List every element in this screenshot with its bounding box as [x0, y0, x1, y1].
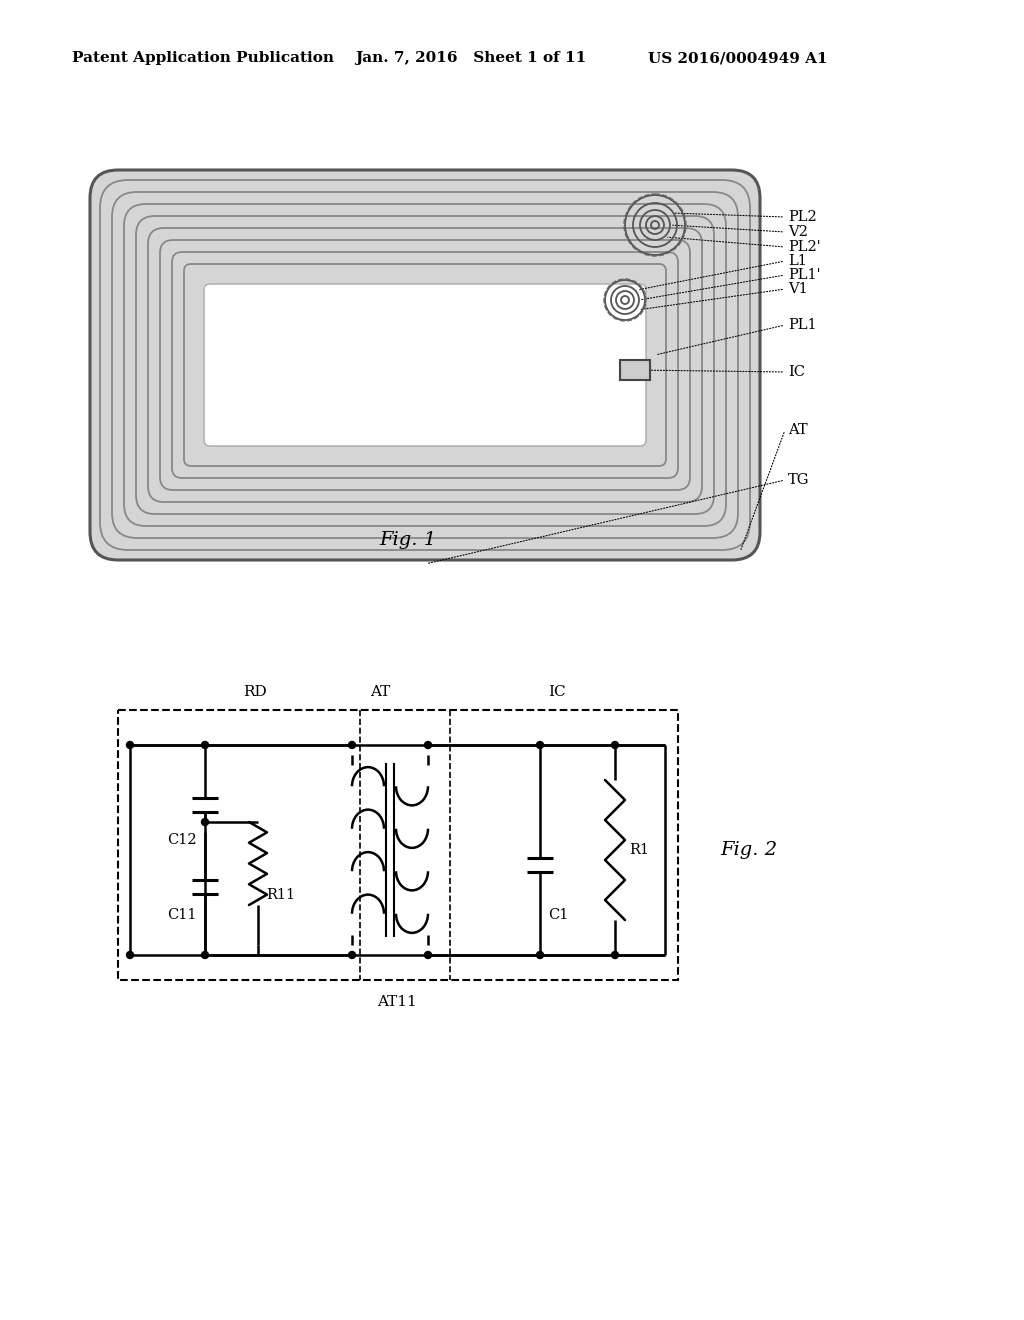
Text: V2: V2 [788, 224, 808, 239]
Circle shape [425, 742, 431, 748]
Text: TG: TG [788, 473, 810, 487]
Text: PL1': PL1' [788, 268, 820, 282]
Circle shape [202, 742, 209, 748]
Text: C11: C11 [167, 908, 197, 921]
Text: AT: AT [370, 685, 390, 700]
Circle shape [127, 952, 133, 958]
Circle shape [425, 952, 431, 958]
Text: R11: R11 [266, 888, 295, 902]
Text: C1: C1 [548, 908, 568, 921]
Text: R1: R1 [629, 843, 649, 857]
Text: IC: IC [548, 685, 566, 700]
FancyBboxPatch shape [90, 170, 760, 560]
Text: V1: V1 [788, 282, 808, 296]
Text: AT: AT [788, 422, 808, 437]
Text: L1: L1 [788, 253, 807, 268]
Bar [118, 710, 678, 979]
Bar [620, 360, 650, 380]
Text: PL2': PL2' [788, 240, 821, 253]
Text: C12: C12 [167, 833, 197, 847]
Circle shape [202, 818, 209, 825]
Text: PL1: PL1 [788, 318, 816, 333]
Circle shape [348, 952, 355, 958]
Circle shape [348, 742, 355, 748]
Text: US 2016/0004949 A1: US 2016/0004949 A1 [648, 51, 827, 65]
Circle shape [537, 952, 544, 958]
Circle shape [611, 952, 618, 958]
Text: AT11: AT11 [377, 995, 417, 1008]
Text: Patent Application Publication: Patent Application Publication [72, 51, 334, 65]
Text: Jan. 7, 2016   Sheet 1 of 11: Jan. 7, 2016 Sheet 1 of 11 [355, 51, 587, 65]
Text: Fig. 1: Fig. 1 [380, 531, 436, 549]
Text: RD: RD [243, 685, 267, 700]
FancyBboxPatch shape [204, 284, 646, 446]
Text: PL2: PL2 [788, 210, 817, 224]
Circle shape [537, 742, 544, 748]
Circle shape [127, 742, 133, 748]
Text: Fig. 2: Fig. 2 [720, 841, 777, 859]
Circle shape [202, 952, 209, 958]
Text: IC: IC [788, 366, 805, 379]
Circle shape [611, 742, 618, 748]
